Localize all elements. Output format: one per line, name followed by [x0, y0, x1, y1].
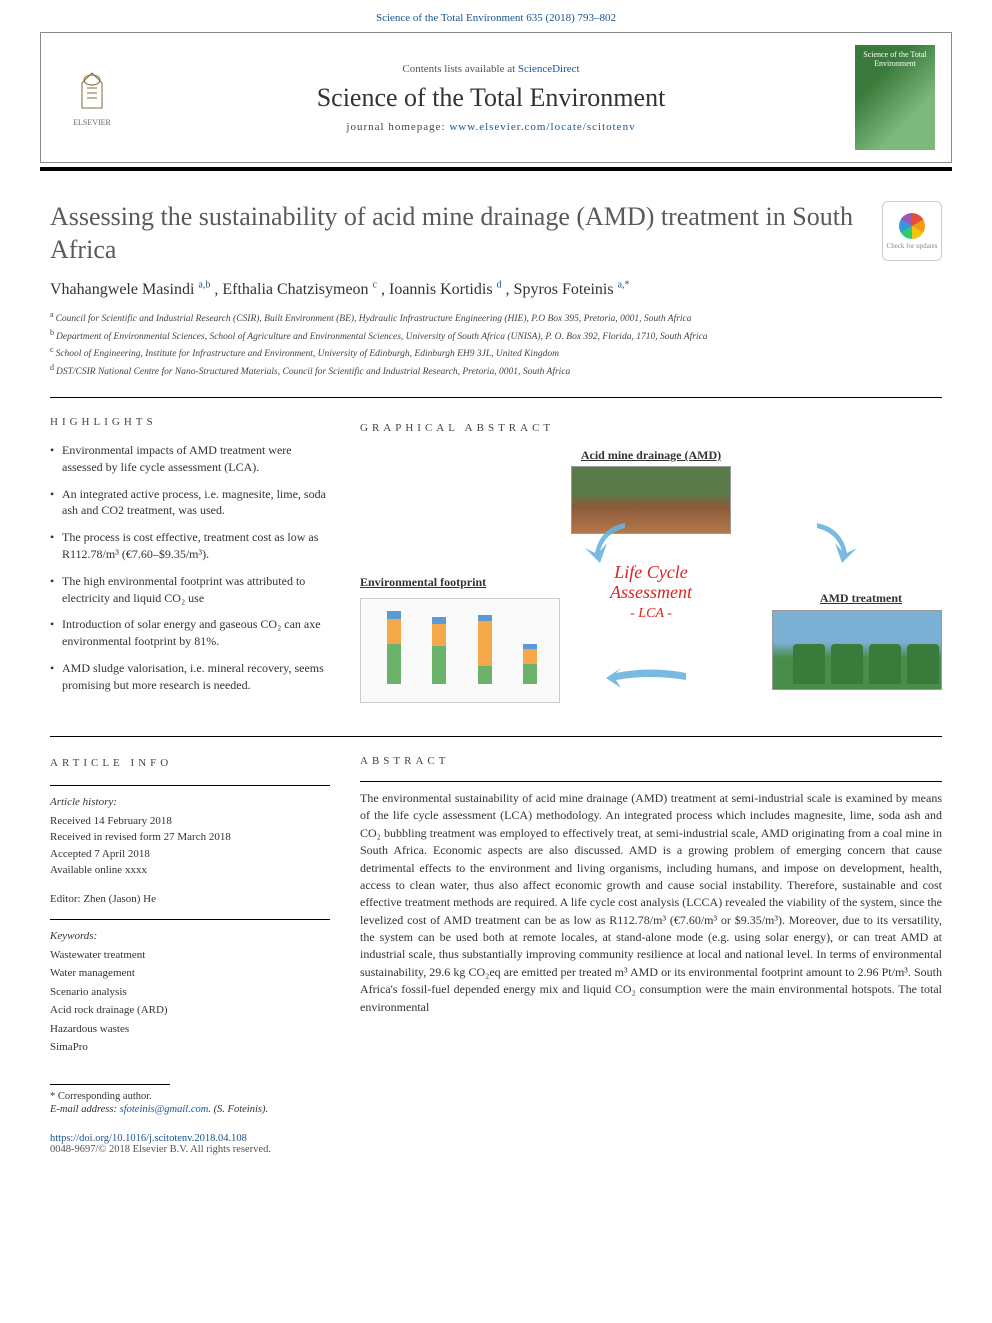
contents-line: Contents lists available at ScienceDirec…	[143, 63, 839, 75]
ga-treatment-label: AMD treatment	[820, 591, 902, 606]
cover-text: Science of the Total Environment	[855, 51, 935, 69]
author: Vhahangwele Masindi a,b	[50, 281, 210, 298]
footnote-divider	[50, 1084, 170, 1085]
abstract-heading: ABSTRACT	[360, 755, 942, 767]
editor-line: Editor: Zhen (Jason) He	[50, 891, 330, 908]
highlight-item: Introduction of solar energy and gaseous…	[50, 616, 330, 650]
keyword: SimaPro	[50, 1039, 330, 1056]
affiliation: cSchool of Engineering, Institute for In…	[50, 344, 942, 361]
ga-footprint-chart	[360, 598, 560, 703]
history-item: Received in revised form 27 March 2018	[50, 829, 330, 846]
ga-footprint-label: Environmental footprint	[360, 575, 486, 590]
contents-prefix: Contents lists available at	[402, 63, 517, 75]
journal-homepage-line: journal homepage: www.elsevier.com/locat…	[143, 121, 839, 133]
highlight-item: The process is cost effective, treatment…	[50, 529, 330, 563]
highlights-list: Environmental impacts of AMD treatment w…	[50, 442, 330, 694]
section-divider	[50, 397, 942, 398]
highlights-heading: HIGHLIGHTS	[50, 416, 330, 428]
copyright-line: 0048-9697/© 2018 Elsevier B.V. All right…	[50, 1144, 942, 1155]
keywords-label: Keywords:	[50, 928, 330, 945]
article-info-heading: ARTICLE INFO	[50, 755, 330, 772]
crossmark-badge[interactable]: Check for updates	[882, 201, 942, 261]
highlight-item: Environmental impacts of AMD treatment w…	[50, 442, 330, 476]
authors-line: Vhahangwele Masindi a,b , Efthalia Chatz…	[50, 280, 942, 299]
history-item: Received 14 February 2018	[50, 813, 330, 830]
sciencedirect-link[interactable]: ScienceDirect	[518, 63, 580, 75]
author: , Ioannis Kortidis d	[381, 281, 502, 298]
affiliation: aCouncil for Scientific and Industrial R…	[50, 309, 942, 326]
ga-amd-label: Acid mine drainage (AMD)	[581, 448, 721, 463]
doi-link[interactable]: https://doi.org/10.1016/j.scitotenv.2018…	[50, 1133, 247, 1144]
affiliations: aCouncil for Scientific and Industrial R…	[50, 309, 942, 379]
ga-tank-icon	[793, 644, 825, 684]
crossmark-label: Check for updates	[887, 242, 938, 250]
email-line: E-mail address: sfoteinis@gmail.com. (S.…	[50, 1104, 942, 1115]
author: , Efthalia Chatzisymeon c	[214, 281, 377, 298]
affiliation: dDST/CSIR National Centre for Nano-Struc…	[50, 362, 942, 379]
affiliation: bDepartment of Environmental Sciences, S…	[50, 327, 942, 344]
history-item: Accepted 7 April 2018	[50, 846, 330, 863]
journal-homepage-link[interactable]: www.elsevier.com/locate/scitotenv	[449, 121, 635, 133]
ga-tank-icon	[869, 644, 901, 684]
ga-tank-icon	[907, 644, 939, 684]
highlight-item: An integrated active process, i.e. magne…	[50, 486, 330, 520]
abstract-text: The environmental sustainability of acid…	[360, 790, 942, 1016]
email-link[interactable]: sfoteinis@gmail.com	[120, 1104, 209, 1115]
cycle-arrow-icon	[807, 513, 857, 563]
crossmark-icon	[899, 213, 925, 239]
ga-tank-icon	[831, 644, 863, 684]
highlight-item: The high environmental footprint was att…	[50, 573, 330, 607]
publisher-name: ELSEVIER	[73, 118, 111, 127]
history-item: Available online xxxx	[50, 862, 330, 879]
cycle-arrow-icon	[606, 668, 696, 698]
ga-lca-text: - LCA -	[630, 606, 672, 622]
journal-title: Science of the Total Environment	[143, 83, 839, 113]
homepage-prefix: journal homepage:	[346, 121, 449, 133]
author: , Spyros Foteinis a,*	[506, 281, 630, 298]
graphical-abstract-heading: GRAPHICAL ABSTRACT	[360, 422, 942, 434]
keyword: Hazardous wastes	[50, 1021, 330, 1038]
journal-citation-link[interactable]: Science of the Total Environment 635 (20…	[0, 0, 992, 32]
section-divider	[50, 736, 942, 737]
cycle-arrow-icon	[585, 513, 635, 563]
keyword: Scenario analysis	[50, 984, 330, 1001]
ga-center-text: Life Cycle Assessment	[610, 563, 692, 603]
keyword: Water management	[50, 965, 330, 982]
ga-treatment-image	[772, 610, 942, 690]
keyword: Acid rock drainage (ARD)	[50, 1002, 330, 1019]
keyword: Wastewater treatment	[50, 947, 330, 964]
history-label: Article history:	[50, 794, 330, 811]
publisher-logo: ELSEVIER	[57, 58, 127, 138]
journal-header: ELSEVIER Contents lists available at Sci…	[40, 32, 952, 163]
article-title: Assessing the sustainability of acid min…	[50, 201, 862, 266]
journal-cover-thumbnail: Science of the Total Environment	[855, 45, 935, 150]
graphical-abstract-figure: Acid mine drainage (AMD) Life Cycle Asse…	[360, 448, 942, 718]
highlight-item: AMD sludge valorisation, i.e. mineral re…	[50, 660, 330, 694]
corresponding-author: * Corresponding author.	[50, 1091, 942, 1102]
